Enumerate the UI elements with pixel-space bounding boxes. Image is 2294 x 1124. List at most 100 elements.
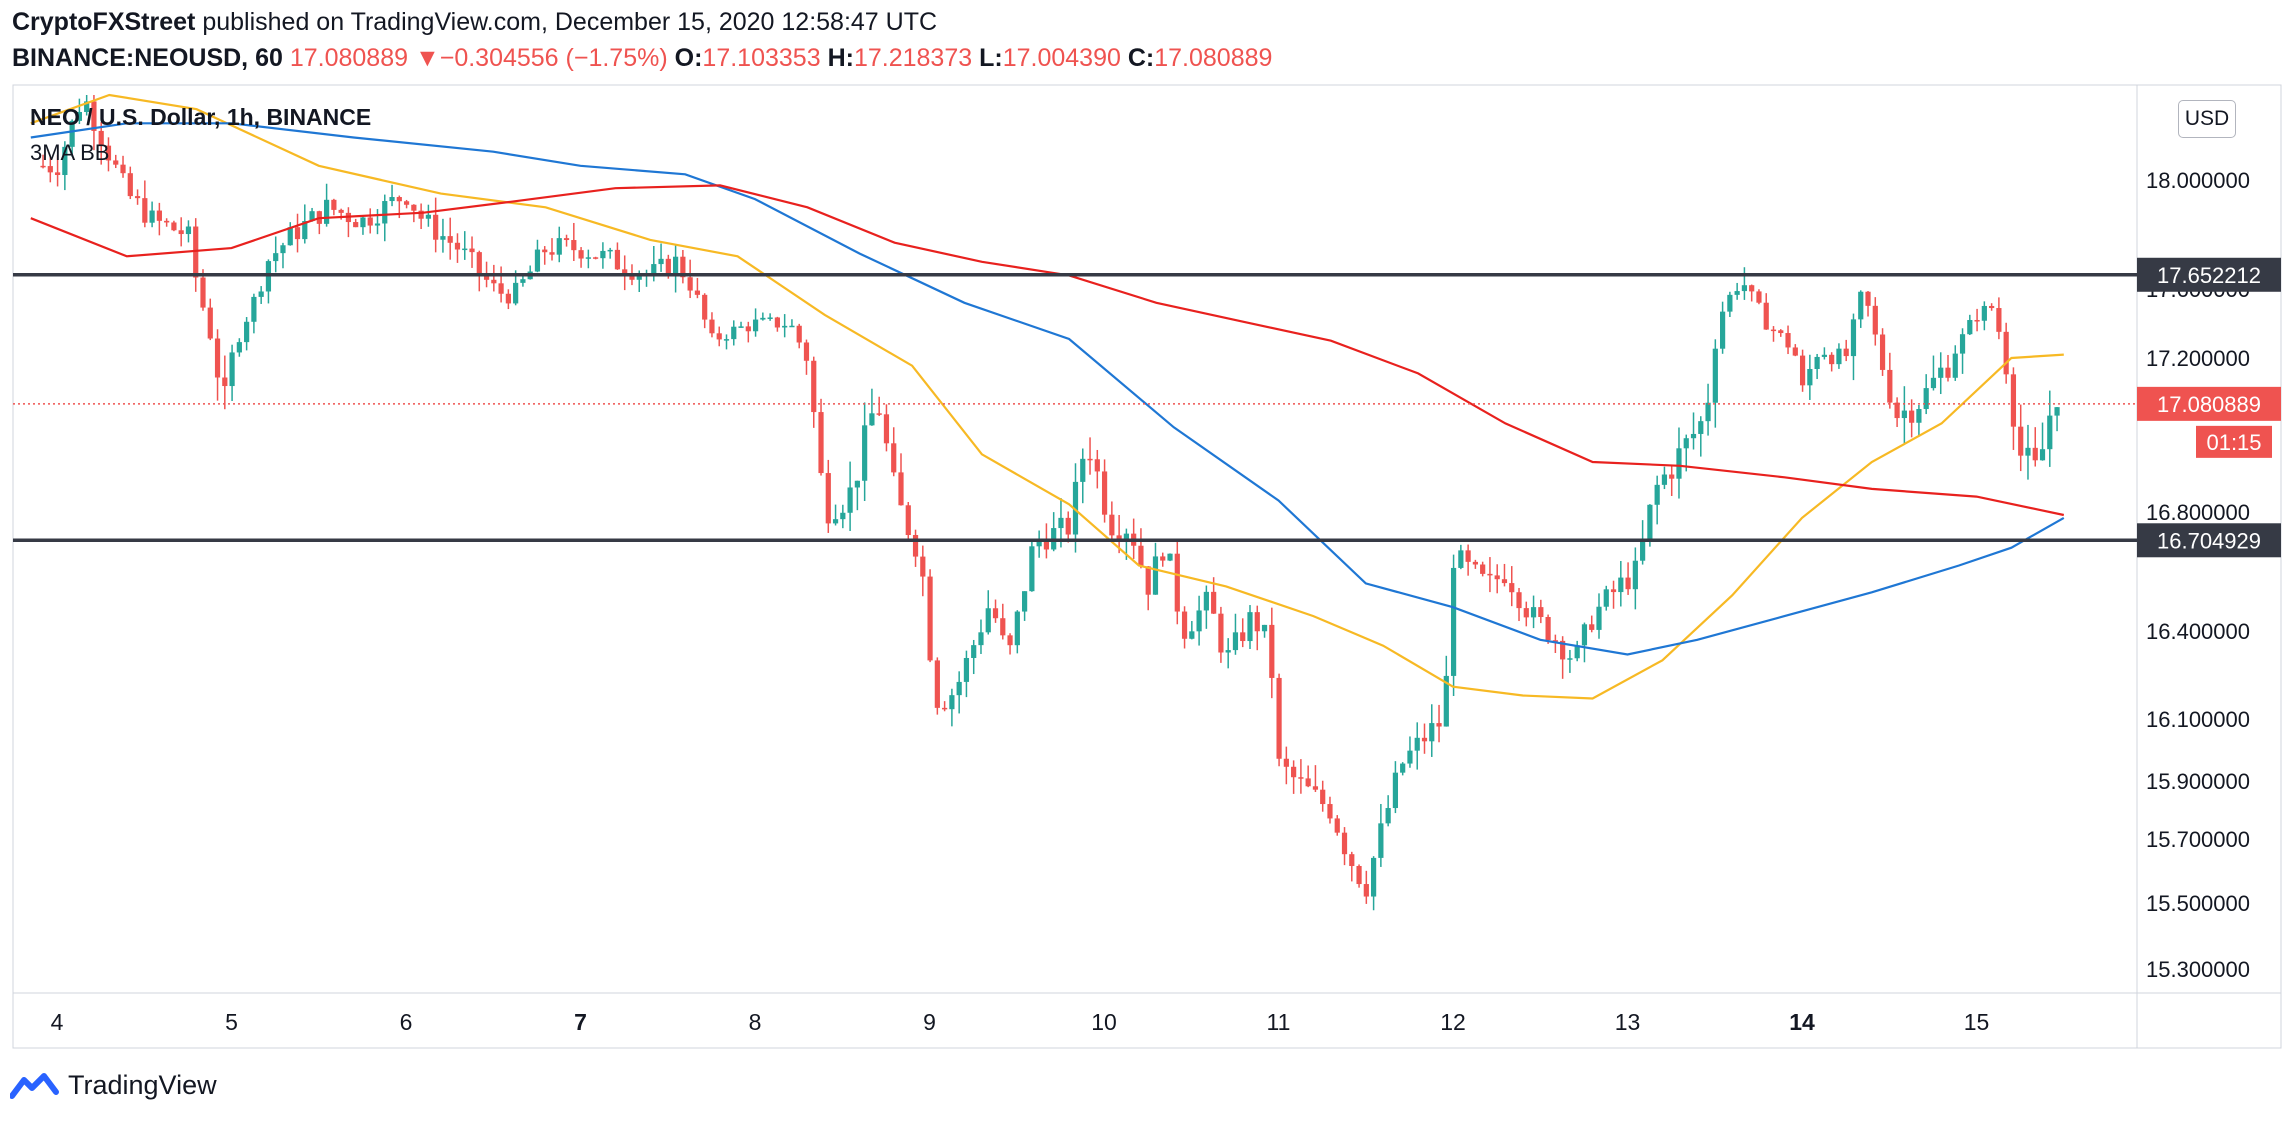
- candle: [549, 238, 555, 261]
- chart-legend-title[interactable]: NEO / U.S. Dollar, 1h, BINANCE: [30, 104, 372, 130]
- candle: [462, 231, 468, 260]
- candle: [193, 218, 199, 292]
- chart-frame: [12, 84, 2282, 1049]
- candle: [1734, 282, 1740, 300]
- x-tick-label: 5: [225, 1009, 238, 1035]
- level-price-label: 16.704929: [2137, 523, 2281, 558]
- candle: [2047, 390, 2053, 467]
- candle: [752, 308, 759, 337]
- candle: [978, 619, 984, 654]
- candle: [418, 203, 424, 230]
- candles-group: [40, 95, 2060, 911]
- y-tick-label: 16.100000: [2146, 707, 2250, 732]
- candle: [811, 356, 817, 428]
- candle: [556, 226, 562, 263]
- candle: [1814, 353, 1820, 380]
- candle: [614, 242, 621, 270]
- close-label: C:: [1127, 44, 1155, 72]
- candle: [963, 650, 970, 698]
- candle: [1472, 559, 1478, 569]
- publisher-name[interactable]: CryptoFXStreet: [12, 8, 196, 36]
- candle: [1029, 539, 1035, 592]
- candle: [345, 207, 352, 238]
- candle: [1160, 552, 1166, 567]
- low-label: L:: [979, 44, 1003, 72]
- candle: [505, 289, 511, 310]
- candle: [571, 222, 577, 262]
- candle: [927, 569, 933, 663]
- candle: [905, 501, 911, 542]
- time-axis[interactable]: 4 5 6 7 8 9 10 11 12 13 14 15: [51, 1009, 1990, 1035]
- candle: [1945, 354, 1951, 382]
- candle: [1989, 303, 1995, 311]
- candle: [2039, 422, 2046, 461]
- candle: [367, 208, 373, 234]
- candle: [1640, 520, 1646, 565]
- candle: [942, 701, 948, 712]
- candle: [273, 236, 279, 273]
- candle: [731, 320, 737, 346]
- bar-countdown: 01:15: [2196, 425, 2272, 458]
- candle: [54, 154, 61, 187]
- candle: [244, 317, 250, 351]
- candle: [374, 209, 381, 235]
- currency-button[interactable]: USD: [2178, 100, 2236, 138]
- last-price-label: 17.080889: [2137, 386, 2281, 421]
- candle: [1938, 352, 1944, 395]
- y-tick-label: 16.400000: [2146, 619, 2250, 644]
- candle: [280, 242, 286, 269]
- candle: [265, 259, 272, 304]
- candle: [491, 264, 497, 292]
- y-tick-label: 17.200000: [2146, 346, 2250, 371]
- candle: [796, 323, 802, 349]
- y-tick-label: 15.700000: [2146, 827, 2250, 852]
- candle: [709, 312, 715, 338]
- y-tick-label: 18.000000: [2146, 168, 2250, 193]
- low-value: 17.004390: [1002, 44, 1121, 72]
- indicator-legend[interactable]: 3MA BB: [30, 140, 110, 165]
- candle: [76, 98, 82, 125]
- candle: [1407, 736, 1413, 768]
- candle: [1923, 374, 1929, 415]
- candle: [1778, 329, 1784, 337]
- candle: [1051, 512, 1057, 552]
- candle: [1538, 599, 1544, 624]
- candle: [607, 247, 613, 259]
- candle: [723, 334, 730, 350]
- candle: [353, 218, 359, 228]
- candle: [47, 157, 53, 183]
- candle: [2025, 424, 2031, 480]
- candle: [331, 198, 337, 216]
- candle: [1167, 553, 1173, 562]
- candle: [294, 213, 301, 253]
- candle: [1465, 544, 1471, 576]
- candle: [178, 217, 184, 247]
- candle: [454, 233, 461, 263]
- tradingview-logo-icon: [10, 1072, 59, 1099]
- candle: [229, 344, 235, 401]
- footer-brand[interactable]: TradingView: [10, 1070, 217, 1101]
- candle: [171, 220, 177, 232]
- candle: [1618, 561, 1624, 607]
- candle: [1189, 621, 1195, 640]
- candle: [164, 218, 170, 227]
- candle: [803, 339, 810, 375]
- x-tick-label: 10: [1091, 1009, 1117, 1035]
- candle: [1894, 397, 1900, 427]
- candle: [1414, 722, 1420, 770]
- candle: [1727, 291, 1733, 318]
- candle: [2003, 322, 2009, 384]
- candle: [236, 338, 242, 357]
- candle: [258, 286, 264, 304]
- candle: [847, 461, 853, 531]
- candle: [1683, 434, 1689, 472]
- candle: [694, 277, 701, 299]
- candle: [578, 247, 584, 268]
- candle: [1291, 760, 1297, 794]
- candle: [1218, 606, 1224, 663]
- x-tick-label: 7: [574, 1009, 587, 1035]
- candle: [1254, 605, 1260, 651]
- candle: [1676, 427, 1682, 499]
- candle: [251, 293, 257, 334]
